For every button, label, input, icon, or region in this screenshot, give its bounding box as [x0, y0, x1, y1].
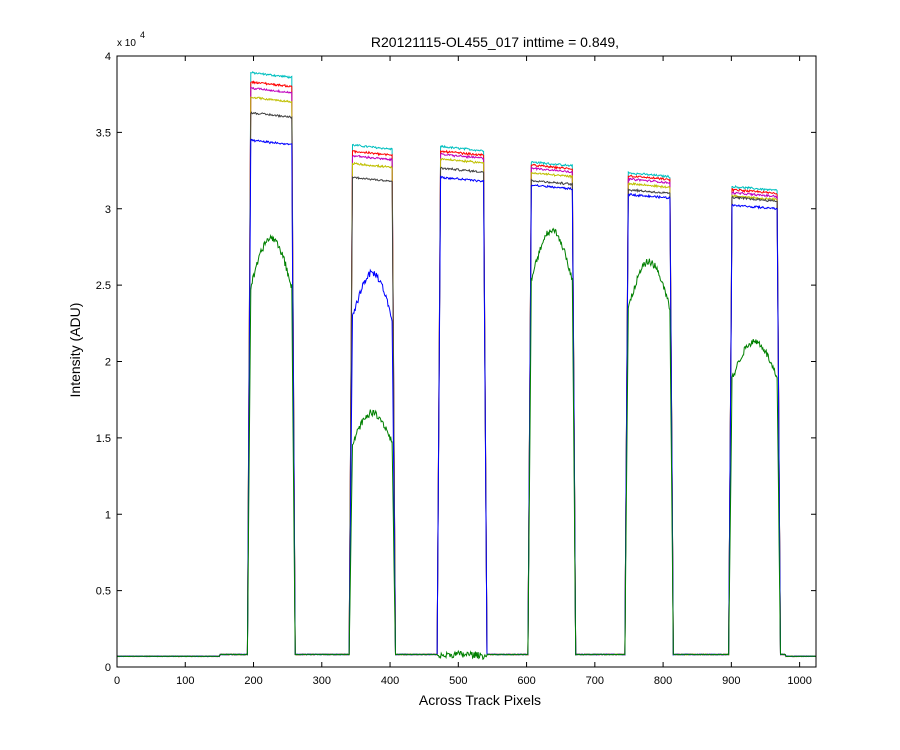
y-tick-label: 2.5 — [96, 280, 111, 292]
y-tick-label: 4 — [105, 51, 111, 63]
x-axis-ticks: 0 100 200 300 400 500 600 700 800 900 1000 — [114, 56, 812, 687]
x-tick-label: 600 — [517, 675, 535, 687]
series-line-green — [116, 227, 816, 661]
y-tick-label: 0.5 — [96, 586, 111, 598]
x-tick-label: 0 — [114, 675, 120, 687]
x-tick-label: 700 — [586, 675, 604, 687]
y-tick-label: 0 — [105, 662, 111, 674]
x-tick-label: 200 — [244, 675, 262, 687]
y-axis-ticks: 0 0.5 1 1.5 2 2.5 3 3.5 4 — [96, 51, 816, 674]
x-tick-label: 800 — [654, 675, 672, 687]
y-tick-label: 1 — [105, 509, 111, 521]
x-tick-label: 100 — [176, 675, 194, 687]
y-exponent-power: 4 — [140, 30, 145, 40]
y-tick-label: 3 — [105, 204, 111, 216]
y-tick-label: 2 — [105, 357, 111, 369]
x-tick-label: 400 — [381, 675, 399, 687]
y-tick-label: 1.5 — [96, 433, 111, 445]
series-layer — [116, 70, 817, 661]
x-axis-label: Across Track Pixels — [419, 692, 541, 708]
chart-title: R20121115-OL455_017 inttime = 0.849, — [371, 34, 619, 50]
y-exponent-label: x 10 — [117, 38, 136, 49]
x-tick-label: 500 — [449, 675, 467, 687]
x-tick-label: 1000 — [787, 675, 811, 687]
y-axis-label: Intensity (ADU) — [67, 303, 83, 398]
y-tick-label: 3.5 — [96, 127, 111, 139]
x-tick-label: 900 — [722, 675, 740, 687]
x-tick-label: 300 — [313, 675, 331, 687]
